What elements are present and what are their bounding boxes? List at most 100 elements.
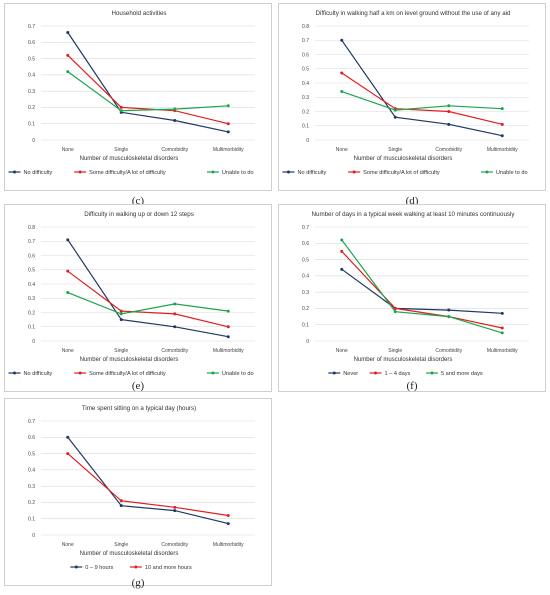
legend-label: No difficulty	[24, 170, 53, 176]
data-point	[66, 269, 70, 273]
legend-marker	[78, 170, 82, 174]
data-point	[500, 134, 504, 138]
y-tick-label: 0.2	[28, 105, 35, 111]
data-point	[119, 105, 123, 109]
x-axis-label: Number of musculoskeletal disorders	[80, 357, 179, 363]
chart-panel-e: Difficulty in walking up or down 12 step…	[4, 204, 272, 392]
y-tick-label: 0.1	[28, 325, 35, 331]
data-point	[66, 70, 70, 74]
x-tick-label: Multimorbidity	[213, 147, 244, 153]
legend-marker	[74, 565, 78, 569]
x-tick-label: Comorbidity	[435, 147, 462, 153]
chart-title-line: Household activities	[111, 10, 166, 17]
y-tick-label: 0.4	[302, 81, 309, 87]
y-tick-label: 0.3	[28, 484, 35, 490]
panel-label-g: (g)	[131, 577, 145, 589]
chart-title-line: Time spent sitting on a typical day (hou…	[82, 405, 196, 412]
data-point	[66, 31, 70, 35]
data-point	[393, 310, 397, 314]
x-tick-label: Multimorbidity	[213, 542, 244, 548]
chart-panel-f: Number of days in a typical week walking…	[278, 204, 546, 392]
x-tick-label: Single	[388, 147, 402, 153]
series-line	[67, 436, 229, 525]
series-line	[67, 270, 229, 328]
series-line	[341, 239, 503, 334]
panel-label-e: (e)	[131, 380, 145, 392]
data-point	[66, 291, 70, 295]
chart-title: Difficulty in walking up or down 12 step…	[84, 211, 194, 218]
series-line	[341, 72, 503, 125]
x-tick-label: Single	[114, 147, 128, 153]
y-tick-label: 0.3	[28, 296, 35, 302]
y-tick-label: 0.7	[28, 419, 35, 425]
y-tick-label: 0.4	[302, 274, 309, 280]
chart-title: Difficulty in walking half a km on level…	[316, 10, 511, 17]
y-tick-label: 0.7	[302, 38, 309, 44]
legend-label: 10 and more hours	[145, 565, 192, 571]
chart-svg-c: Household activities 0 0.1 0.2 0.3 0.4 0.5 0.6 0…	[8, 10, 255, 176]
y-tick-label: 0.7	[28, 24, 35, 30]
legend-label: 5 and more days	[441, 371, 483, 377]
x-tick-label: Multimorbidity	[487, 348, 518, 354]
series-line	[67, 453, 229, 517]
legend-marker	[374, 371, 377, 375]
y-tick-label: 0.2	[28, 310, 35, 316]
data-point	[66, 53, 70, 57]
y-tick-label: 0	[306, 339, 309, 345]
x-tick-label: Comorbidity	[161, 542, 188, 548]
x-tick-label: Single	[388, 348, 402, 354]
data-point	[119, 309, 123, 313]
data-point	[173, 312, 177, 316]
data-point	[447, 110, 451, 113]
data-point	[340, 38, 344, 42]
data-point	[173, 118, 177, 122]
series-line	[67, 71, 229, 112]
x-axis-label: Number of musculoskeletal disorders	[354, 156, 453, 162]
y-tick-label: 0.1	[302, 323, 309, 329]
data-point	[340, 90, 344, 94]
data-point	[340, 249, 344, 253]
chart-svg-e: Difficulty in walking up or down 12 step…	[8, 211, 255, 377]
legend-marker	[430, 371, 434, 375]
x-tick-label: None	[62, 147, 74, 153]
series-line	[341, 91, 503, 111]
y-tick-label: 0.4	[28, 282, 35, 288]
series-line	[67, 32, 229, 133]
data-point	[447, 315, 451, 319]
y-tick-label: 0.8	[302, 24, 309, 30]
data-point	[226, 522, 230, 526]
x-tick-label: Comorbidity	[161, 348, 188, 354]
chart-svg-d: Difficulty in walking half a km on level…	[282, 10, 529, 176]
series-line	[67, 292, 229, 315]
chart-panel-g: Time spent sitting on a typical day (hou…	[4, 398, 272, 586]
series-line	[341, 268, 503, 314]
data-point	[500, 326, 504, 330]
data-point	[500, 107, 504, 111]
y-tick-label: 0.2	[28, 500, 35, 506]
y-tick-label: 0.3	[302, 95, 309, 101]
series-line	[341, 250, 503, 329]
legend-marker	[287, 170, 290, 174]
legend-label: Unable to do	[222, 371, 254, 377]
data-point	[500, 331, 504, 335]
y-tick-label: 0.3	[28, 89, 35, 95]
chart-svg-g: Time spent sitting on a typical day (hou…	[28, 405, 255, 571]
x-tick-label: Comorbidity	[435, 348, 462, 354]
y-tick-label: 0	[306, 138, 309, 144]
x-axis-label: Number of musculoskeletal disorders	[80, 156, 179, 162]
y-tick-label: 0.5	[302, 257, 309, 263]
data-point	[226, 309, 230, 313]
x-axis-label: Number of musculoskeletal disorders	[80, 551, 179, 557]
data-point	[173, 505, 177, 509]
legend-label: Unable to do	[222, 170, 254, 176]
data-point	[447, 104, 451, 108]
legend-label: Some difficulty/A lot of difficulty	[363, 170, 440, 176]
data-point	[226, 325, 230, 329]
legend-marker	[13, 170, 16, 174]
chart-title: Time spent sitting on a typical day (hou…	[82, 405, 196, 412]
data-point	[500, 311, 504, 315]
x-tick-label: None	[62, 348, 74, 354]
y-tick-label: 0.4	[28, 468, 35, 474]
legend-label: No difficulty	[24, 371, 53, 377]
data-point	[173, 302, 177, 306]
